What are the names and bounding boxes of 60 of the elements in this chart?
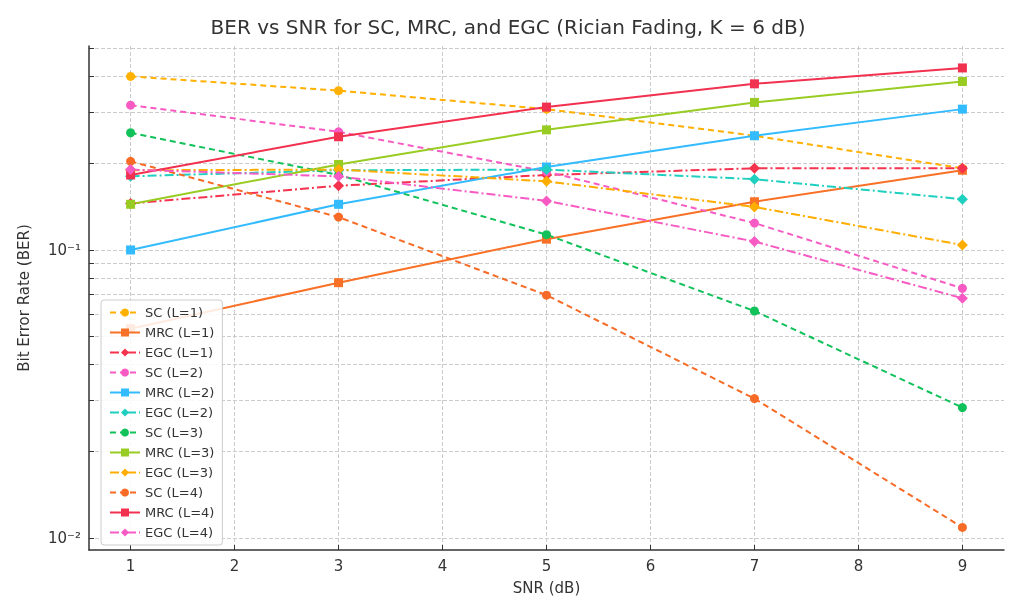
x-tick-label: 2 xyxy=(229,556,240,575)
point xyxy=(957,522,967,532)
point xyxy=(126,156,136,166)
point xyxy=(541,175,552,187)
point xyxy=(957,283,967,293)
point xyxy=(957,63,967,73)
point xyxy=(748,173,760,185)
point xyxy=(749,306,759,316)
legend-label: MRC (L=2) xyxy=(145,385,215,400)
legend-label: MRC (L=3) xyxy=(145,445,215,460)
x-tick-label: 6 xyxy=(645,556,656,575)
point xyxy=(748,235,760,247)
point xyxy=(126,245,136,255)
x-axis-title: SNR (dB) xyxy=(512,578,581,597)
x-tick-label: 5 xyxy=(541,556,552,575)
point xyxy=(541,195,552,207)
point xyxy=(748,162,760,174)
legend-label: EGC (L=1) xyxy=(145,345,214,360)
point xyxy=(749,218,759,228)
point xyxy=(334,132,344,142)
point xyxy=(542,290,551,300)
point xyxy=(956,193,968,205)
y-tick-label: 10⁻² xyxy=(47,529,81,548)
legend-label: MRC (L=4) xyxy=(145,505,215,520)
point xyxy=(957,403,967,413)
legend-label: SC (L=3) xyxy=(145,425,204,440)
chart-title: BER vs SNR for SC, MRC, and EGC (Rician Fading, K = 6 dB) xyxy=(210,15,806,39)
point xyxy=(126,128,136,138)
point xyxy=(334,278,344,288)
legend-label: EGC (L=3) xyxy=(145,465,214,480)
point xyxy=(334,212,344,222)
point xyxy=(334,86,344,96)
y-axis-title: Bit Error Rate (BER) xyxy=(14,224,33,372)
legend-label: MRC (L=1) xyxy=(145,325,215,340)
point xyxy=(333,180,345,192)
point xyxy=(957,77,967,87)
legend-label: SC (L=4) xyxy=(145,485,204,500)
legend-label: EGC (L=2) xyxy=(145,405,214,420)
y-tick-label: 10⁻¹ xyxy=(47,240,81,259)
point xyxy=(542,230,551,240)
x-tick-label: 7 xyxy=(749,556,760,575)
point xyxy=(956,239,968,251)
legend-label: SC (L=2) xyxy=(145,365,204,380)
point xyxy=(956,292,968,304)
point xyxy=(542,125,551,135)
point xyxy=(749,79,759,89)
legend-label: EGC (L=4) xyxy=(145,525,214,540)
x-tick-label: 1 xyxy=(125,556,136,575)
x-tick-label: 9 xyxy=(957,556,968,575)
legend-label: SC (L=1) xyxy=(145,305,204,320)
point xyxy=(126,100,136,110)
x-tick-label: 4 xyxy=(437,556,448,575)
point xyxy=(957,104,967,114)
x-tick-label: 8 xyxy=(853,556,864,575)
point xyxy=(126,71,136,81)
x-tick-label: 3 xyxy=(333,556,344,575)
point xyxy=(748,201,760,213)
point xyxy=(334,199,344,209)
point xyxy=(749,97,759,107)
point xyxy=(749,394,759,404)
